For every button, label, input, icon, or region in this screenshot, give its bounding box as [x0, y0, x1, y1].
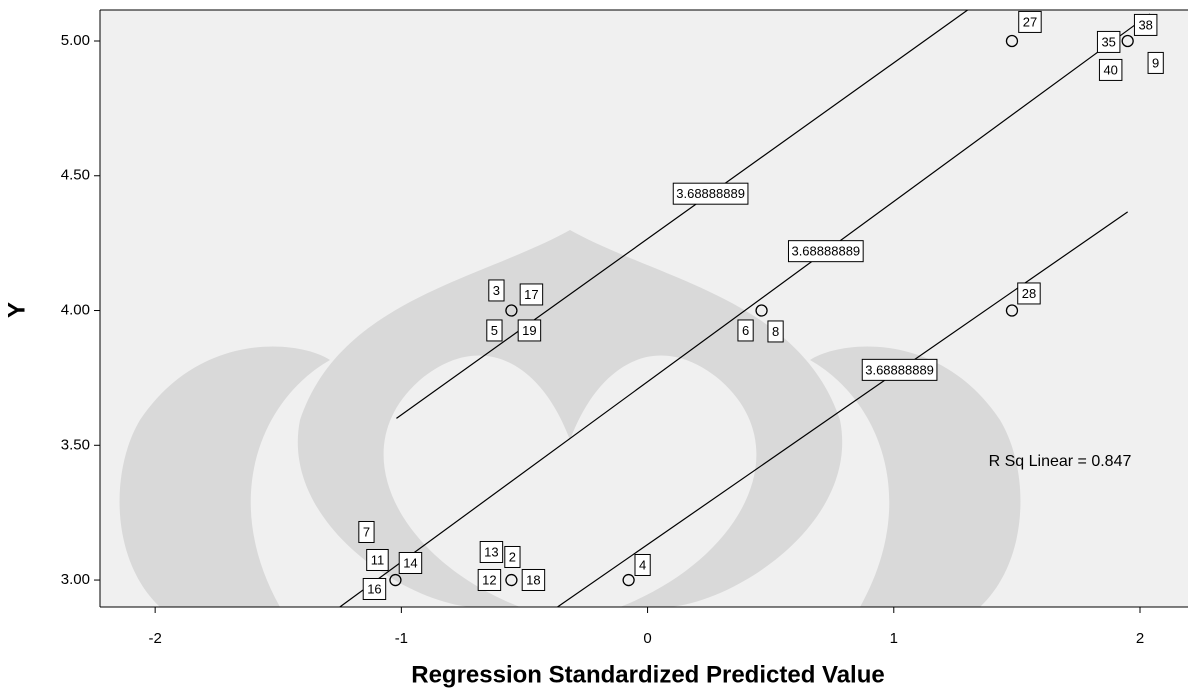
case-label: 6	[738, 320, 753, 341]
case-label-text: 13	[484, 544, 498, 559]
case-label-text: 28	[1022, 286, 1036, 301]
case-label-text: 7	[363, 524, 370, 539]
case-label: 9	[1148, 52, 1163, 73]
fit-label-text: 3.68888889	[791, 244, 860, 259]
x-tick-label: 2	[1136, 630, 1144, 647]
y-tick-label: 3.50	[61, 436, 90, 453]
case-label: 8	[768, 321, 783, 342]
x-tick-label: 1	[890, 630, 898, 647]
case-label-text: 4	[639, 557, 646, 572]
case-label-text: 19	[522, 323, 536, 338]
x-axis-title: Regression Standardized Predicted Value	[411, 661, 884, 688]
case-label-text: 11	[371, 552, 385, 567]
annotation: R Sq Linear = 0.847	[989, 453, 1132, 470]
case-label-text: 9	[1152, 55, 1159, 70]
fit-label: 3.68888889	[673, 183, 748, 204]
case-label: 14	[399, 552, 421, 573]
case-label: 17	[520, 284, 542, 305]
x-tick-label: -1	[395, 630, 408, 647]
y-axis-title: Y	[3, 302, 30, 318]
case-label: 38	[1134, 14, 1156, 35]
case-label: 19	[518, 320, 540, 341]
case-label: 35	[1097, 31, 1119, 52]
case-label-text: 17	[524, 287, 538, 302]
case-label: 40	[1099, 59, 1121, 80]
y-tick-label: 4.00	[61, 301, 90, 318]
case-label: 4	[635, 554, 650, 575]
case-label: 2	[505, 546, 520, 567]
case-label-text: 5	[491, 323, 498, 338]
fit-label: 3.68888889	[862, 359, 937, 380]
fit-label-text: 3.68888889	[865, 362, 934, 377]
case-label-text: 18	[526, 572, 540, 587]
case-label: 27	[1019, 11, 1041, 32]
case-label: 11	[367, 549, 389, 570]
case-label-text: 12	[482, 572, 496, 587]
case-label-text: 38	[1138, 17, 1152, 32]
case-label: 12	[478, 569, 500, 590]
y-tick-label: 5.00	[61, 32, 90, 49]
case-label-text: 27	[1023, 14, 1037, 29]
case-label-text: 16	[367, 581, 381, 596]
case-label: 28	[1018, 283, 1040, 304]
case-label-text: 3	[493, 283, 500, 298]
fit-label-text: 3.68888889	[676, 186, 745, 201]
y-tick-label: 3.00	[61, 571, 90, 588]
case-label: 7	[359, 521, 374, 542]
case-label-text: 2	[509, 549, 516, 564]
case-label: 5	[487, 320, 502, 341]
case-label: 3	[489, 280, 504, 301]
case-label: 13	[480, 541, 502, 562]
page: {"chart_data": { "type": "scatter", "x_l…	[0, 0, 1188, 697]
case-label-text: 8	[772, 324, 779, 339]
case-label-text: 6	[742, 323, 749, 338]
y-tick-label: 4.50	[61, 167, 90, 184]
case-label: 16	[363, 578, 385, 599]
case-label: 18	[522, 569, 544, 590]
chart: R Sq Linear = 0.847 Regression Standardi…	[0, 0, 1188, 692]
case-label-text: 40	[1103, 62, 1117, 77]
x-tick-label: -2	[148, 630, 161, 647]
fit-label: 3.68888889	[788, 241, 863, 262]
x-tick-label: 0	[643, 630, 651, 647]
case-label-text: 35	[1101, 34, 1115, 49]
case-label-text: 14	[403, 555, 417, 570]
